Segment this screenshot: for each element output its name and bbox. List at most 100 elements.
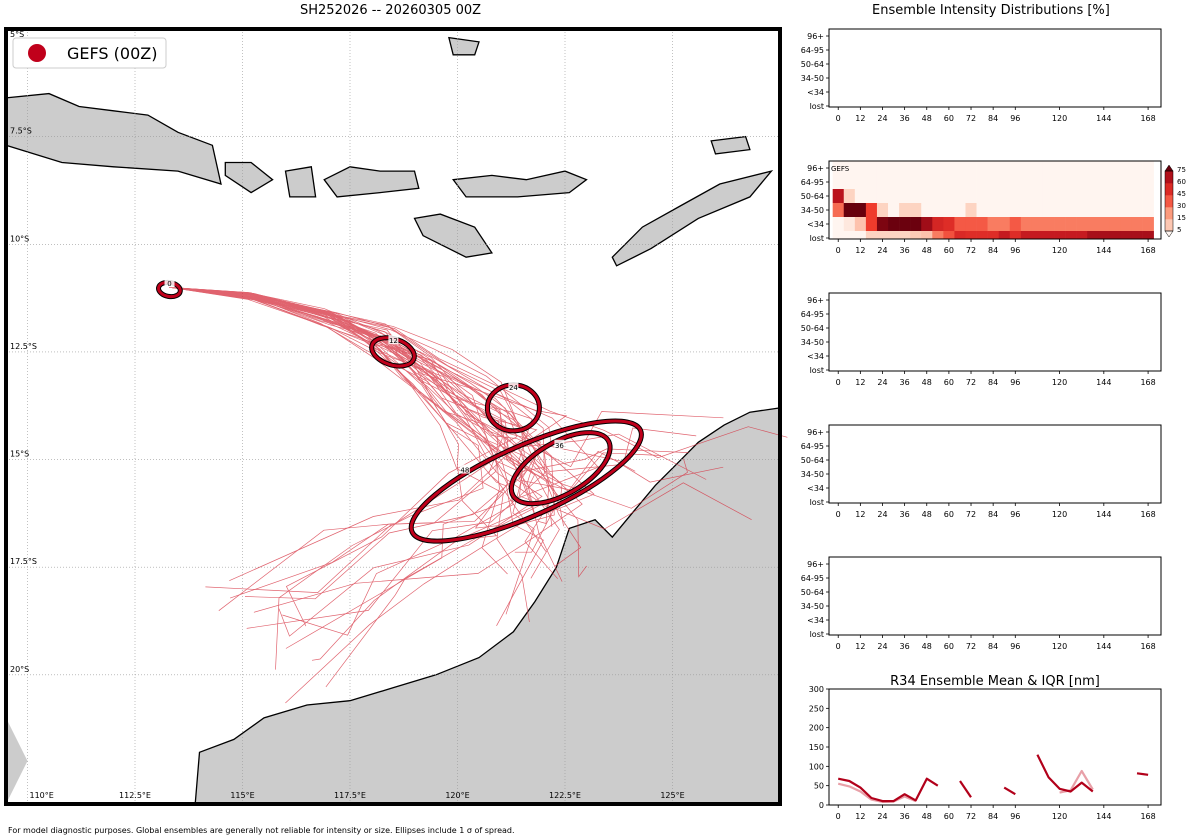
x-tick-label: 0 bbox=[836, 378, 841, 387]
heat-cell bbox=[1009, 217, 1022, 231]
row-label: 50-64 bbox=[801, 60, 824, 69]
row-label: 50-64 bbox=[801, 588, 824, 597]
r34-y-tick-label: 50 bbox=[814, 782, 824, 791]
heat-cell bbox=[854, 161, 867, 175]
lat-label: 7.5°S bbox=[10, 127, 32, 136]
lon-label: 125°E bbox=[660, 791, 684, 800]
probability-ellipses: 0 12 24 36 48 bbox=[155, 278, 644, 544]
x-tick-label: 60 bbox=[944, 510, 954, 519]
x-tick-label: 36 bbox=[900, 114, 910, 123]
x-tick-label: 144 bbox=[1096, 246, 1111, 255]
x-tick-label: 72 bbox=[966, 642, 976, 651]
colorbar-segment bbox=[1165, 207, 1173, 220]
heat-cell bbox=[888, 231, 900, 239]
panel-frame bbox=[828, 292, 1162, 372]
x-tick-label: 84 bbox=[988, 642, 998, 651]
colorbar: 5 15 30 45 60 75 bbox=[1164, 164, 1186, 238]
row-label: 50-64 bbox=[801, 192, 824, 201]
heat-cell bbox=[943, 203, 955, 217]
ensemble-track bbox=[169, 286, 558, 579]
heat-cell bbox=[954, 161, 966, 175]
heat-cell bbox=[954, 203, 966, 217]
heat-cell bbox=[965, 161, 977, 175]
heat-cell bbox=[921, 217, 933, 231]
heat-cell bbox=[832, 203, 845, 217]
heat-cell bbox=[1031, 231, 1044, 239]
heat-cell bbox=[1098, 175, 1110, 189]
x-tick-label: 168 bbox=[1140, 378, 1155, 387]
heat-cell bbox=[1054, 217, 1066, 231]
row-label: 34-50 bbox=[801, 206, 824, 215]
x-tick-label: 120 bbox=[1052, 642, 1067, 651]
heat-cell bbox=[965, 189, 977, 203]
lon-label: 120°E bbox=[445, 791, 469, 800]
ensemble-track bbox=[169, 286, 530, 623]
lon-label: 117.5°E bbox=[334, 791, 366, 800]
ensemble-track bbox=[169, 286, 534, 661]
heat-cell bbox=[943, 217, 955, 231]
row-label: <34 bbox=[807, 616, 824, 625]
heat-cell bbox=[1076, 217, 1088, 231]
heat-cell bbox=[832, 217, 845, 231]
heat-cell bbox=[954, 189, 966, 203]
lat-label: 15°S bbox=[10, 450, 29, 459]
x-tick-label: 24 bbox=[877, 510, 887, 519]
heat-cell bbox=[1120, 161, 1132, 175]
heat-cell bbox=[1031, 175, 1044, 189]
ensemble-track bbox=[169, 286, 707, 480]
legend-box bbox=[12, 37, 167, 69]
heat-cell bbox=[1120, 189, 1132, 203]
r34-line-segment bbox=[1059, 769, 1094, 794]
heat-cell bbox=[1020, 189, 1033, 203]
row-label: <34 bbox=[807, 484, 824, 493]
ensemble-track bbox=[169, 286, 518, 627]
heat-cell bbox=[998, 189, 1011, 203]
r34-chart: R34 Ensemble Mean & IQR [nm] 0 50 100 150 200… bbox=[809, 674, 1162, 821]
r34-x-tick-label: 144 bbox=[1096, 812, 1111, 821]
heat-cell bbox=[888, 161, 900, 175]
heat-cell bbox=[888, 217, 900, 231]
heat-cell bbox=[1042, 175, 1055, 189]
r34-x-tick-label: 24 bbox=[877, 812, 887, 821]
x-tick-label: 60 bbox=[944, 378, 954, 387]
colorbar-tick-label: 15 bbox=[1177, 214, 1186, 222]
intensity-panel-5: 96+ 64-95 50-64 34-50 <34 lost 0 12 24 36 48 60 72 84… bbox=[801, 556, 1162, 651]
ensemble-track bbox=[169, 286, 527, 600]
x-tick-label: 144 bbox=[1096, 642, 1111, 651]
heat-cell bbox=[1031, 189, 1044, 203]
r34-x-tick-label: 168 bbox=[1140, 812, 1155, 821]
panel-label: GEFS bbox=[831, 165, 850, 173]
heat-cell bbox=[888, 189, 900, 203]
x-tick-label: 24 bbox=[877, 246, 887, 255]
intensity-panel-2: GEFS 5 15 30 45 60 75 96+ 64-95 50-64 34-50 <34 lost… bbox=[801, 160, 1186, 255]
heat-cell bbox=[976, 161, 988, 175]
heat-cell bbox=[921, 161, 933, 175]
r34-line-segment bbox=[1136, 772, 1149, 776]
r34-line-segment bbox=[959, 780, 972, 798]
r34-series-2 bbox=[837, 769, 1094, 804]
heat-cell bbox=[910, 175, 922, 189]
lon-label: 122.5°E bbox=[549, 791, 581, 800]
lon-label: 112.5°E bbox=[119, 791, 151, 800]
heat-cell bbox=[932, 203, 944, 217]
heat-cell bbox=[1031, 161, 1044, 175]
intensity-panel-4: 96+ 64-95 50-64 34-50 <34 lost 0 12 24 36 48 60 72 84… bbox=[801, 424, 1162, 519]
ellipse-label-text: 0 bbox=[167, 280, 171, 288]
heat-cell bbox=[932, 231, 944, 239]
ellipse-label: 48 bbox=[459, 464, 470, 475]
heat-cell bbox=[1098, 217, 1110, 231]
heat-cell bbox=[943, 161, 955, 175]
heat-cell bbox=[954, 231, 966, 239]
heat-cell bbox=[1009, 203, 1022, 217]
island-sulawesi-tip bbox=[448, 36, 480, 56]
x-tick-label: 60 bbox=[944, 246, 954, 255]
r34-line-segment bbox=[837, 777, 939, 803]
ellipse-label-bg bbox=[164, 278, 175, 288]
heat-cell bbox=[899, 175, 911, 189]
heat-cell bbox=[865, 203, 878, 217]
heat-cell bbox=[910, 231, 922, 239]
heat-cell bbox=[1065, 161, 1077, 175]
row-label: 64-95 bbox=[801, 178, 824, 187]
panel-frame bbox=[828, 28, 1162, 108]
x-tick-label: 12 bbox=[855, 246, 865, 255]
